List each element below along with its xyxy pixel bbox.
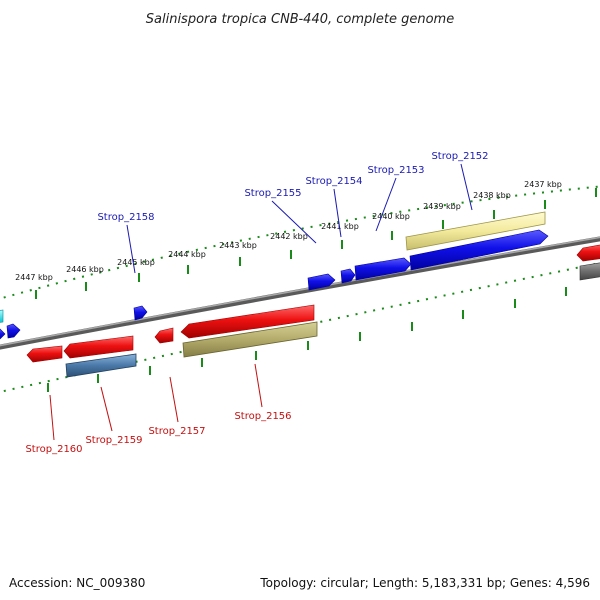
leader-line	[126, 224, 136, 274]
gene-arrow-strop-2160[interactable]	[26, 345, 63, 363]
bottom-leader-lines	[49, 363, 263, 441]
gene-label-strop-2156[interactable]: Strop_2156	[234, 411, 291, 422]
reverse-genes	[26, 244, 600, 378]
gene-label-strop-2160[interactable]: Strop_2160	[25, 444, 82, 455]
kbp-label: 2438 kbp	[473, 191, 511, 200]
gene-label-strop-2153[interactable]: Strop_2153	[367, 165, 424, 176]
leader-line	[100, 386, 113, 432]
kbp-label: 2445 kbp	[117, 258, 155, 267]
gene-fragment-cyan[interactable]	[0, 309, 4, 323]
kbp-label: 2440 kbp	[372, 212, 410, 221]
leader-line	[271, 200, 317, 244]
bottom-gene-labels: Strop_2160 Strop_2159 Strop_2157 Strop_2…	[25, 411, 291, 455]
gene-label-strop-2155[interactable]: Strop_2155	[244, 188, 301, 199]
leader-line	[460, 163, 473, 211]
gene-arrow-left-edge[interactable]	[6, 323, 21, 339]
kbp-label: 2442 kbp	[270, 232, 308, 241]
leader-line	[254, 363, 263, 408]
leader-line	[333, 188, 342, 238]
cds-bar-reverse-steel[interactable]	[65, 353, 137, 378]
upper-major-ticks	[35, 188, 597, 299]
kbp-label: 2437 kbp	[524, 180, 562, 189]
gene-arrow-strop-2155[interactable]	[307, 273, 336, 291]
cds-bar-reverse-olive[interactable]	[182, 321, 318, 358]
forward-genes	[0, 211, 549, 340]
gene-arrow-strop-2153[interactable]	[354, 257, 412, 281]
genome-summary-text: Topology: circular; Length: 5,183,331 bp…	[259, 576, 590, 590]
gene-label-strop-2158[interactable]: Strop_2158	[97, 212, 154, 223]
gene-arrow-strop-2158[interactable]	[133, 305, 148, 321]
gene-arrow-strop-2154[interactable]	[340, 268, 356, 284]
kbp-label: 2439 kbp	[423, 202, 461, 211]
accession-text: Accession: NC_009380	[9, 576, 145, 590]
gene-arrow-right-edge[interactable]	[576, 244, 600, 262]
kbp-label: 2444 kbp	[168, 250, 206, 259]
map-title: Salinispora tropica CNB-440, complete ge…	[146, 12, 454, 27]
kbp-label: 2443 kbp	[219, 241, 257, 250]
lower-major-ticks	[47, 287, 567, 392]
gene-label-strop-2157[interactable]: Strop_2157	[148, 426, 205, 437]
gene-arrow-strop-2156[interactable]	[180, 304, 315, 339]
top-leader-lines	[126, 163, 473, 274]
cds-bar-forward[interactable]	[405, 211, 546, 251]
genome-backbone	[0, 236, 600, 350]
genome-backbone-highlight	[0, 236, 600, 347]
top-gene-labels: Strop_2158 Strop_2155 Strop_2154 Strop_2…	[97, 151, 488, 223]
leader-line	[375, 177, 397, 232]
gene-fragment-grey[interactable]	[579, 262, 600, 281]
gene-arrow-strop-2159[interactable]	[63, 335, 134, 359]
gene-arrow-left-edge-2[interactable]	[0, 328, 6, 340]
kbp-label: 2446 kbp	[66, 265, 104, 274]
kbp-label: 2447 kbp	[15, 273, 53, 282]
kbp-label: 2441 kbp	[321, 222, 359, 231]
gene-arrow-strop-2152[interactable]	[409, 229, 549, 271]
leader-line	[49, 394, 55, 441]
leader-line	[169, 376, 179, 423]
gene-label-strop-2159[interactable]: Strop_2159	[85, 435, 142, 446]
gene-label-strop-2152[interactable]: Strop_2152	[431, 151, 488, 162]
kbp-labels: 2447 kbp 2446 kbp 2445 kbp 2444 kbp 2443…	[15, 180, 562, 282]
gene-label-strop-2154[interactable]: Strop_2154	[305, 176, 362, 187]
gene-arrow-strop-2157[interactable]	[154, 327, 174, 344]
